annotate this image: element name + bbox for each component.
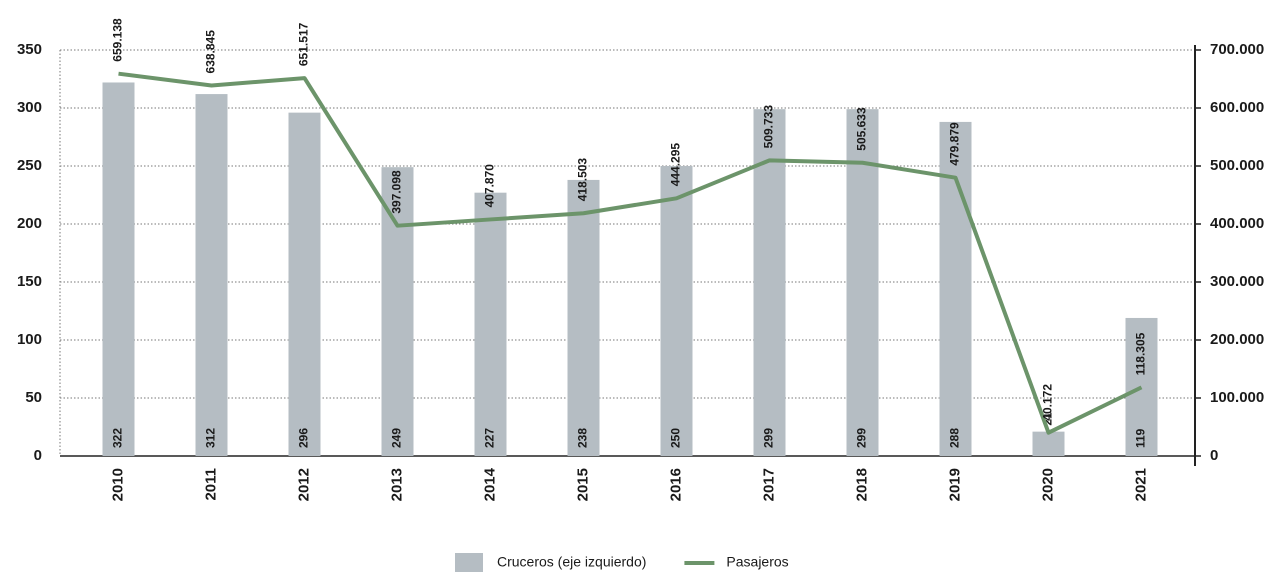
legend-label: Pasajeros [726,554,788,570]
y-tick-label: 150 [17,273,42,290]
bar [195,94,228,456]
x-tick-label: 2015 [574,468,591,501]
bar [1032,431,1065,456]
y-tick-label: 250 [17,157,42,174]
y-tick-label: 300 [17,99,42,116]
line-value-label: 651.517 [297,22,311,66]
line-value-label: 509.733 [762,105,776,149]
x-tick-label: 2021 [1132,468,1149,501]
x-tick-label: 2012 [295,468,312,501]
y-tick-label: 200 [17,215,42,232]
y2-tick-label: 500.000 [1210,157,1264,174]
x-tick-label: 2017 [760,468,777,501]
bar-value-label: 322 [111,428,125,448]
bar [753,109,786,456]
bar-value-label: 249 [390,428,404,448]
line-value-label: 638.845 [204,30,218,74]
y-tick-label: 0 [34,447,42,464]
bar [939,121,972,457]
bar [660,166,693,456]
line-value-label: 479.879 [948,122,962,166]
line-value-label: 397.098 [390,170,404,214]
x-tick-label: 2020 [1039,468,1056,501]
y2-tick-label: 600.000 [1210,99,1264,116]
legend-swatch [455,553,483,572]
bar [102,82,135,456]
bar [846,109,879,456]
x-tick-label: 2013 [388,468,405,501]
line-value-label: 407.870 [483,164,497,208]
bar [288,112,321,456]
line-value-label: 444.295 [669,143,683,187]
x-tick-label: 2018 [853,468,870,501]
bar-value-label: 299 [762,428,776,448]
bar [474,192,507,456]
bar-value-label: 119 [1134,428,1148,448]
x-tick-label: 2019 [946,468,963,501]
x-tick-label: 2010 [109,468,126,501]
line [118,71,1143,435]
bar-value-label: 299 [855,428,869,448]
y2-tick-label: 400.000 [1210,215,1264,232]
y2-tick-label: 700.000 [1210,41,1264,58]
x-tick-label: 2011 [202,468,219,501]
line-value-label: 118.305 [1134,332,1148,375]
line-value-label: 418.503 [576,158,590,202]
x-tick-label: 2016 [667,468,684,501]
bar-value-label: 238 [576,428,590,448]
bar [381,167,414,456]
y2-tick-label: 300.000 [1210,273,1264,290]
line-value-label: 659.138 [111,18,125,62]
y2-tick-label: 100.000 [1210,389,1264,406]
bar-value-label: 312 [204,428,218,448]
bar [567,179,600,457]
y-tick-label: 50 [25,389,42,406]
bar-value-label: 227 [483,428,497,448]
legend-label: Cruceros (eje izquierdo) [497,554,646,570]
bar-value-label: 288 [948,428,962,448]
y-tick-label: 100 [17,331,42,348]
y-tick-label: 350 [17,41,42,58]
y2-tick-label: 0 [1210,447,1218,464]
x-tick-label: 2014 [481,467,498,501]
bar-value-label: 296 [297,428,311,448]
y2-tick-label: 200.000 [1210,331,1264,348]
bar [1125,317,1158,456]
line-value-label: 40.172 [1041,384,1055,421]
line-value-label: 505.633 [855,107,869,151]
bar-value-label: 250 [669,428,683,448]
